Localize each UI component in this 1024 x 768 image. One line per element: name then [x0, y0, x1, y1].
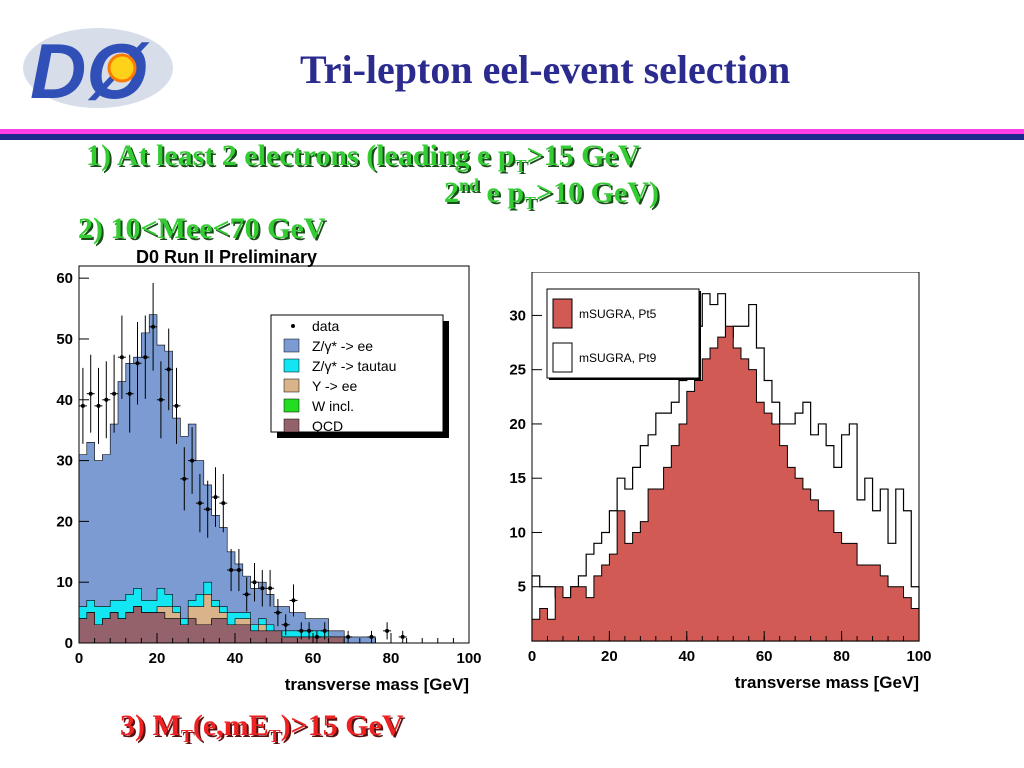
- legend-label: Z/γ* -> tautau: [312, 358, 396, 374]
- x-tick-label: 40: [678, 648, 695, 665]
- plot-frame: [78, 265, 470, 644]
- logo-ring: [23, 28, 173, 108]
- slide-title: Tri-lepton eel-event selection: [300, 47, 791, 92]
- y-tick-label: 30: [509, 307, 526, 324]
- data-point: [166, 367, 171, 372]
- x-tick-label: 20: [601, 648, 618, 665]
- y-tick-label: 30: [56, 453, 73, 470]
- data-point: [182, 476, 187, 481]
- data-point: [268, 586, 273, 591]
- data-point: [96, 403, 101, 408]
- y-tick-label: 60: [56, 270, 73, 287]
- legend-swatch: [552, 298, 573, 329]
- y-tick-label: 50: [56, 331, 73, 348]
- legend-label: Z/γ* -> ee: [312, 338, 373, 354]
- data-point: [252, 580, 257, 585]
- legend-swatch: [283, 398, 300, 413]
- x-tick-label: 100: [906, 648, 931, 665]
- legend-box: [270, 314, 444, 433]
- data-point: [275, 610, 280, 615]
- data-point: [314, 634, 319, 639]
- y-tick-label: 40: [56, 392, 73, 409]
- data-point: [299, 628, 304, 633]
- data-point: [143, 355, 148, 360]
- legend-swatch: [552, 342, 573, 373]
- criterion-3: 3) MT(e,mET)>15 GeV: [120, 709, 404, 746]
- data-point: [369, 634, 374, 639]
- x-tick-label: 0: [528, 648, 536, 665]
- legend-swatch: [283, 338, 300, 353]
- legend-label: QCD: [312, 418, 343, 434]
- legend-swatch: [283, 418, 300, 433]
- data-point: [104, 397, 109, 402]
- data-point: [244, 592, 249, 597]
- y-tick-label: 15: [509, 470, 526, 487]
- data-point: [400, 634, 405, 639]
- legend-label: mSUGRA, Pt9: [579, 351, 657, 365]
- x-tick-label: 80: [833, 648, 850, 665]
- d0-logo: DØ: [23, 27, 173, 114]
- y-tick-label: 0: [65, 635, 73, 652]
- x-axis-label: transverse mass [GeV]: [285, 675, 469, 694]
- data-point: [174, 403, 179, 408]
- logo-burst-icon: [107, 53, 137, 83]
- data-point: [205, 507, 210, 512]
- data-point: [291, 598, 296, 603]
- y-tick-label: 10: [509, 524, 526, 541]
- plot-frame: [531, 272, 920, 642]
- data-point: [119, 355, 124, 360]
- x-tick-label: 40: [227, 650, 244, 667]
- series-pt5-fill: [531, 325, 920, 642]
- data-point: [346, 634, 351, 639]
- data-point: [80, 403, 85, 408]
- data-point: [229, 568, 234, 573]
- x-tick-label: 80: [383, 650, 400, 667]
- legend-label: data: [312, 318, 339, 334]
- x-tick-label: 60: [756, 648, 773, 665]
- data-point: [135, 361, 140, 366]
- y-tick-label: 20: [509, 416, 526, 433]
- x-axis-label: transverse mass [GeV]: [735, 673, 919, 692]
- data-point: [260, 586, 265, 591]
- data-point: [283, 622, 288, 627]
- x-tick-label: 0: [75, 650, 83, 667]
- data-point: [236, 568, 241, 573]
- data-point: [385, 628, 390, 633]
- data-point: [213, 495, 218, 500]
- data-point: [197, 501, 202, 506]
- data-point: [127, 391, 132, 396]
- legend-label: mSUGRA, Pt5: [579, 307, 657, 321]
- data-point: [190, 458, 195, 463]
- divider-pink: [0, 129, 1024, 134]
- criterion-1-line-1: 1) At least 2 electrons (leading e pT>15…: [86, 139, 640, 176]
- legend-label: Y -> ee: [312, 378, 357, 394]
- data-point: [221, 501, 226, 506]
- legend-swatch: [283, 378, 300, 393]
- y-tick-label: 20: [56, 513, 73, 530]
- x-tick-label: 60: [305, 650, 322, 667]
- data-point: [151, 324, 156, 329]
- y-tick-label: 10: [56, 574, 73, 591]
- y-tick-label: 5: [518, 579, 526, 596]
- data-point: [88, 391, 93, 396]
- legend-marker: [291, 324, 295, 328]
- legend-swatch: [283, 358, 300, 373]
- data-point: [322, 628, 327, 633]
- criterion-2: 2) 10<Mee<70 GeV: [78, 212, 326, 245]
- data-point: [158, 397, 163, 402]
- x-tick-label: 20: [149, 650, 166, 667]
- y-tick-label: 25: [509, 362, 526, 379]
- data-point: [307, 628, 312, 633]
- x-tick-label: 100: [456, 650, 481, 667]
- criterion-1-line-2: 2nd e pT>10 GeV): [444, 175, 659, 213]
- legend-label: W incl.: [312, 398, 354, 414]
- left-histogram: 0 20 40 60 80 100 0 10 20 30 40 50 60 transverse mass…: [56, 247, 481, 694]
- data-point: [112, 391, 117, 396]
- divider-navy: [0, 134, 1024, 140]
- right-histogram: 0 20 40 60 80 100 5 10 15 20 25 30 transverse mass […: [509, 272, 932, 692]
- chart-title: D0 Run II Preliminary: [136, 247, 317, 267]
